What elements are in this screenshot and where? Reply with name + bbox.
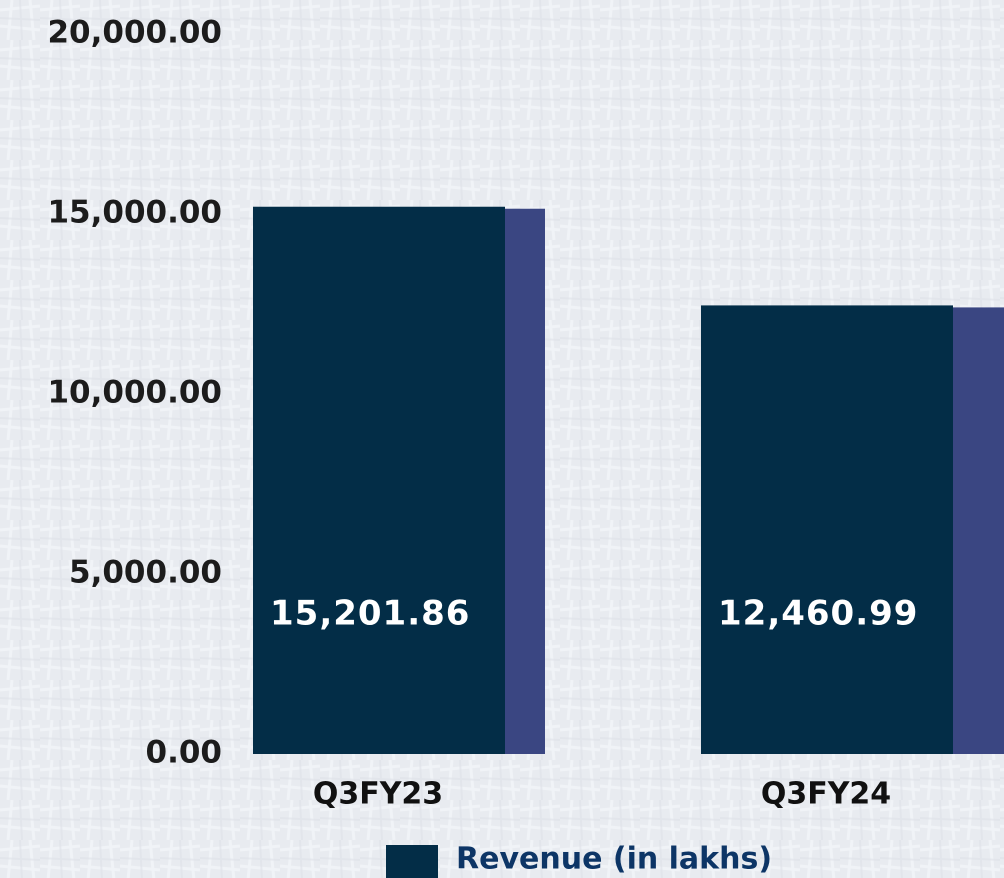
y-tick-label: 10,000.00	[47, 375, 222, 411]
x-tick-label: Q3FY23	[313, 777, 443, 812]
legend-swatch	[386, 845, 438, 878]
data-label: 15,201.86	[270, 594, 470, 634]
bar-side	[953, 307, 1004, 754]
bar	[701, 305, 953, 754]
data-label: 12,460.99	[718, 594, 918, 634]
bar-side	[505, 208, 545, 755]
y-tick-label: 5,000.00	[69, 555, 222, 591]
y-tick-label: 0.00	[146, 735, 223, 771]
legend-label: Revenue (in lakhs)	[456, 842, 772, 877]
bar	[253, 206, 505, 755]
y-tick-label: 15,000.00	[47, 195, 222, 231]
x-tick-label: Q3FY24	[761, 777, 891, 812]
y-tick-label: 20,000.00	[47, 15, 222, 51]
